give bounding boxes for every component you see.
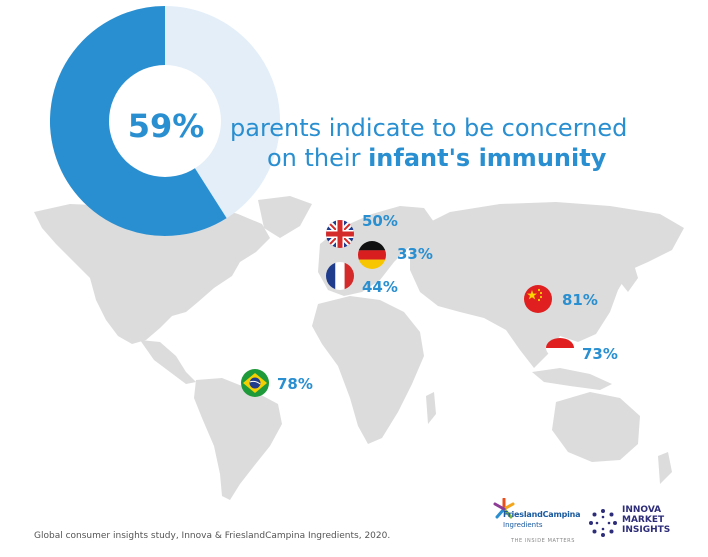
- uk-percentage: 50%: [362, 212, 398, 230]
- headline-line-1: parents indicate to be concerned: [230, 114, 628, 142]
- main-percentage: 59%: [127, 107, 205, 145]
- frieslandcampina-tagline: THE INSIDE MATTERS: [511, 538, 575, 544]
- indonesia-flag-icon: [546, 338, 574, 358]
- france-flag-icon: [326, 262, 354, 290]
- map-africa: [312, 296, 424, 444]
- indonesia-percentage: 73%: [582, 345, 618, 363]
- map-south-america: [194, 378, 282, 500]
- map-new-zealand: [658, 452, 672, 484]
- frieslandcampina-sub: Ingredients: [503, 521, 543, 529]
- headline: parents indicate to be concerned on thei…: [230, 113, 640, 173]
- innova-line-1: INNOVA: [622, 505, 662, 515]
- germany-percentage: 33%: [397, 245, 433, 263]
- france-percentage: 44%: [362, 278, 398, 296]
- china-flag-icon: [524, 285, 552, 313]
- headline-line-2-prefix: on their: [267, 144, 369, 172]
- china-percentage: 81%: [562, 291, 598, 309]
- donut-value-arc: [50, 6, 227, 236]
- headline-line-2: on their infant's immunity: [230, 143, 640, 173]
- innova-line-3: INSIGHTS: [622, 525, 671, 535]
- map-asia: [410, 202, 684, 368]
- star-logo-icon: [493, 498, 515, 519]
- frieslandcampina-logo: FrieslandCampina Ingredients THE INSIDE …: [493, 498, 583, 550]
- map-australia: [552, 392, 640, 462]
- germany-flag-icon: [358, 241, 386, 269]
- map-central-america: [140, 340, 196, 384]
- donut-chart: [50, 6, 280, 236]
- headline-emphasis: infant's immunity: [368, 144, 607, 172]
- map-madagascar: [426, 392, 436, 424]
- map-indonesia: [532, 368, 612, 390]
- innova-line-2: MARKET: [622, 515, 665, 525]
- donut-hole: [109, 65, 221, 177]
- dotted-circle-logo-icon: [589, 509, 617, 537]
- map-north-america: [34, 200, 270, 344]
- map-greenland: [258, 196, 312, 238]
- innova-logo: INNOVA MARKET INSIGHTS: [588, 505, 698, 545]
- brazil-percentage: 78%: [277, 375, 313, 393]
- footnote: Global consumer insights study, Innova &…: [34, 531, 391, 541]
- frieslandcampina-name: FrieslandCampina: [503, 510, 581, 519]
- uk-flag-icon: [326, 220, 354, 248]
- brazil-flag-icon: [241, 369, 269, 397]
- map-japan: [620, 258, 638, 292]
